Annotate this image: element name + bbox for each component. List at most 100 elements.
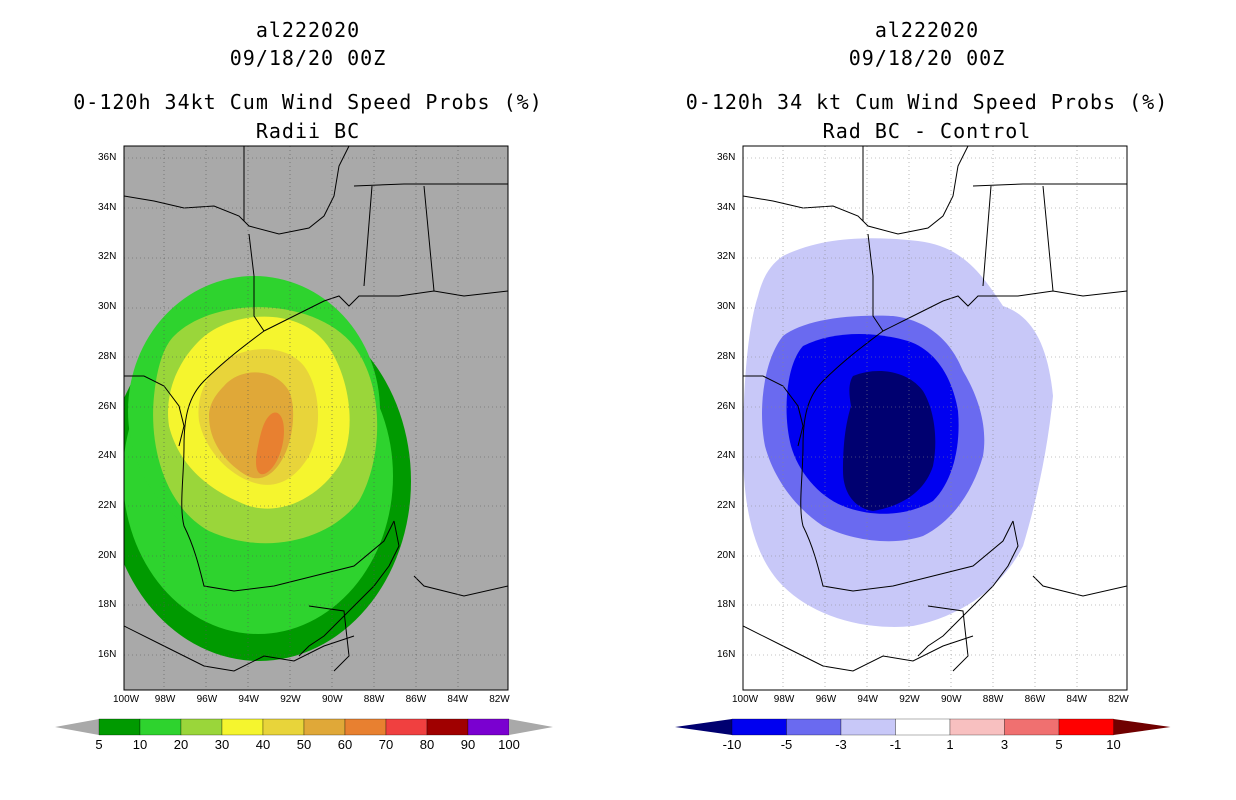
right-lat-label: 36N: [717, 152, 736, 163]
right-lon-label: 82W: [1108, 694, 1129, 705]
left-colorbar: [55, 718, 553, 736]
graticule-left: [124, 146, 508, 690]
left-colorbar-arrow-high: [509, 719, 553, 735]
left-lat-label: 16N: [98, 649, 117, 660]
right-colorbar-arrow-low: [675, 719, 732, 735]
left-title: 0-120h 34kt Cum Wind Speed Probs (%): [73, 90, 543, 114]
left-lon-label: 90W: [322, 694, 343, 705]
left-colorbar-swatch: [262, 718, 305, 736]
left-colorbar-swatch: [467, 718, 510, 736]
right-colorbar-label: -3: [835, 737, 847, 752]
right-colorbar-label: 5: [1055, 737, 1063, 752]
left-colorbar-label: 20: [173, 737, 189, 752]
right-lat-label: 16N: [717, 649, 736, 660]
left-colorbar-swatch: [426, 718, 469, 736]
left-lon-label: 82W: [489, 694, 510, 705]
left-lon-label: 96W: [196, 694, 218, 705]
left-lon-label: 98W: [154, 694, 176, 705]
left-colorbar-swatch: [180, 718, 223, 736]
right-subtitle: Rad BC - Control: [822, 119, 1032, 143]
left-colorbar-label: 100: [498, 737, 520, 752]
left-lat-label: 22N: [98, 499, 117, 511]
left-lon-label: 94W: [238, 694, 259, 705]
left-lat-label: 34N: [98, 201, 117, 213]
left-lat-label: 24N: [98, 450, 117, 462]
left-colorbar-swatch: [303, 718, 346, 736]
left-colorbar-label: 60: [337, 737, 353, 752]
right-datetime: 09/18/20 00Z: [848, 46, 1006, 70]
left-colorbar-label: 70: [378, 737, 394, 752]
coastline-left: [124, 146, 508, 672]
right-lat-label: 34N: [717, 201, 736, 213]
left-lon-label: 86W: [405, 694, 427, 705]
right-lon-label: 84W: [1066, 694, 1087, 705]
left-colorbar-swatch: [385, 718, 428, 736]
right-colorbar-swatch: [949, 718, 1005, 736]
right-lon-label: 86W: [1024, 694, 1046, 705]
left-colorbar-label: 5: [95, 737, 103, 752]
right-colorbar-swatch: [1004, 718, 1060, 736]
right-lat-label: 18N: [717, 599, 736, 611]
left-datetime: 09/18/20 00Z: [229, 46, 387, 70]
right-colorbar-swatch: [895, 718, 951, 736]
right-colorbar-arrow-high: [1113, 719, 1171, 735]
prob-contour-60: [256, 412, 284, 475]
right-colorbar-swatch: [786, 718, 842, 736]
left-subtitle: Radii BC: [255, 119, 361, 143]
coastline-right: [743, 146, 1127, 672]
left-colorbar-label: 50: [296, 737, 312, 752]
left-storm-id: al222020: [255, 18, 361, 42]
left-lon-label: 84W: [447, 694, 468, 705]
left-lon-label: 88W: [363, 694, 385, 705]
right-storm-id: al222020: [874, 18, 980, 42]
right-lat-label: 28N: [717, 350, 736, 362]
left-lat-label: 28N: [98, 350, 117, 362]
right-colorbar-swatch: [840, 718, 896, 736]
left-lon-label: 92W: [280, 694, 301, 705]
right-lon-label: 88W: [982, 694, 1004, 705]
left-lat-label: 36N: [98, 152, 117, 163]
left-colorbar-label: 30: [214, 737, 230, 752]
left-lon-label: 100W: [113, 694, 140, 705]
right-colorbar-label: 3: [1000, 737, 1009, 752]
left-lat-label: 32N: [98, 251, 117, 263]
right-lat-label: 22N: [717, 499, 736, 511]
right-colorbar-label: -5: [780, 737, 793, 752]
left-colorbar-label: 90: [460, 737, 476, 752]
left-lat-label: 30N: [98, 301, 117, 313]
right-colorbar-swatch: [731, 718, 787, 736]
left-lat-label: 26N: [98, 400, 117, 412]
right-lat-label: 20N: [717, 549, 736, 561]
right-lon-label: 92W: [899, 694, 920, 705]
right-colorbar-label: -10: [722, 737, 742, 752]
right-lon-label: 90W: [941, 694, 962, 705]
left-colorbar-swatch: [221, 718, 264, 736]
right-lat-label: 24N: [717, 450, 736, 462]
right-colorbar-label: 10: [1106, 737, 1121, 752]
right-colorbar-label: -1: [889, 737, 902, 752]
right-map: [742, 145, 1128, 691]
left-colorbar-swatch: [98, 718, 141, 736]
diff-contour-dark-blue: [843, 371, 936, 511]
left-colorbar-label: 80: [419, 737, 435, 752]
right-colorbar-swatch: [1058, 718, 1114, 736]
left-colorbar-swatch: [344, 718, 387, 736]
graticule-right: [743, 146, 1127, 690]
right-lon-label: 98W: [773, 694, 795, 705]
right-lon-label: 96W: [815, 694, 837, 705]
left-lat-label: 20N: [98, 549, 117, 561]
left-colorbar-label: 40: [255, 737, 271, 752]
right-colorbar-label: 1: [946, 737, 954, 752]
right-title: 0-120h 34 kt Cum Wind Speed Probs (%): [685, 90, 1169, 114]
left-colorbar-arrow-low: [55, 719, 99, 735]
left-lat-label: 18N: [98, 599, 117, 611]
right-lat-label: 26N: [717, 400, 736, 412]
left-colorbar-swatch: [139, 718, 182, 736]
right-lon-label: 100W: [732, 694, 759, 705]
left-colorbar-label: 10: [132, 737, 148, 752]
right-lat-label: 30N: [717, 301, 736, 313]
right-lat-label: 32N: [717, 251, 736, 263]
right-colorbar: [675, 718, 1171, 736]
left-map: [123, 145, 509, 691]
right-lon-label: 94W: [857, 694, 878, 705]
